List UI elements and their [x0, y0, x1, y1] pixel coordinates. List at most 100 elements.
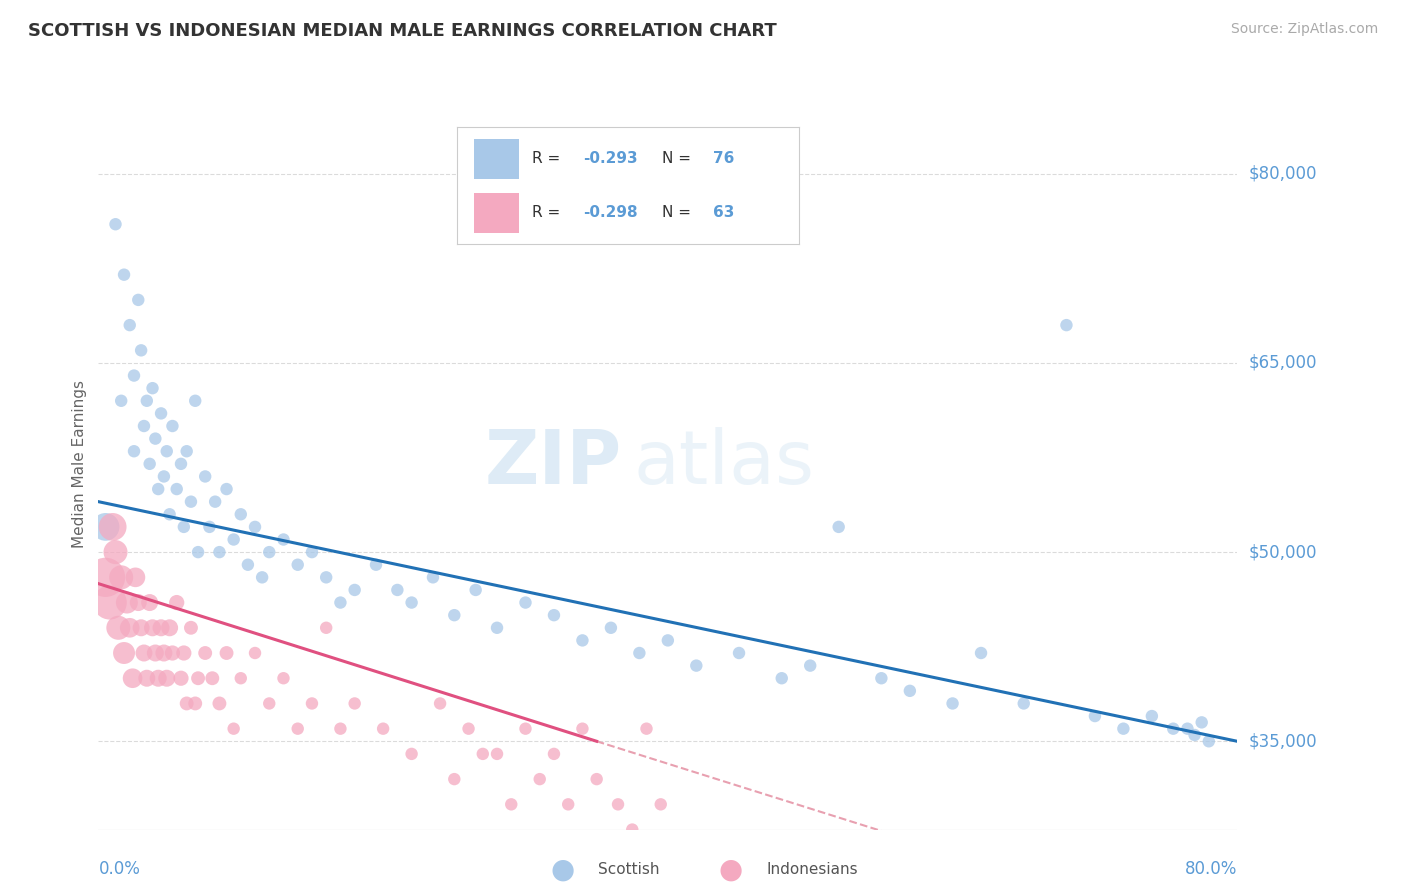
Point — [543, 747, 565, 761]
Point — [243, 520, 266, 534]
Point — [250, 570, 273, 584]
Point — [401, 747, 423, 761]
Point — [571, 633, 593, 648]
Point — [122, 368, 145, 383]
Point — [194, 469, 217, 483]
Point — [287, 558, 309, 572]
Point — [101, 520, 124, 534]
Point — [204, 494, 226, 508]
Point — [201, 671, 224, 685]
Point — [180, 494, 202, 508]
Point — [166, 482, 188, 496]
Point — [176, 444, 198, 458]
Y-axis label: Median Male Earnings: Median Male Earnings — [72, 380, 87, 548]
Point — [636, 722, 658, 736]
Point — [1184, 728, 1206, 742]
Point — [329, 596, 352, 610]
Text: ZIP: ZIP — [485, 427, 623, 500]
Point — [135, 393, 157, 408]
Point — [170, 671, 193, 685]
Point — [1140, 709, 1163, 723]
Text: 0.0%: 0.0% — [98, 860, 141, 878]
Point — [135, 671, 157, 685]
Point — [104, 545, 127, 559]
Point — [486, 747, 509, 761]
Point — [162, 419, 184, 434]
Point — [98, 596, 121, 610]
Point — [118, 318, 141, 332]
Point — [148, 671, 170, 685]
Point — [387, 582, 409, 597]
Point — [138, 457, 160, 471]
Point — [343, 697, 366, 711]
Text: $35,000: $35,000 — [1249, 732, 1317, 750]
Point — [145, 646, 167, 660]
Point — [486, 621, 509, 635]
Text: atlas: atlas — [634, 427, 814, 500]
Point — [184, 697, 207, 711]
Point — [141, 621, 163, 635]
Point — [315, 621, 337, 635]
Point — [464, 582, 486, 597]
Point — [501, 797, 523, 812]
Point — [373, 722, 395, 736]
Point — [122, 444, 145, 458]
Point — [222, 533, 245, 547]
Point — [187, 671, 209, 685]
Point — [657, 633, 679, 648]
Text: ●: ● — [550, 855, 575, 884]
Point — [112, 268, 135, 282]
Point — [621, 822, 644, 837]
Point — [198, 520, 221, 534]
Point — [600, 621, 623, 635]
Point — [118, 621, 141, 635]
Point — [194, 646, 217, 660]
Point — [422, 570, 444, 584]
Point — [287, 722, 309, 736]
Point — [429, 697, 451, 711]
Point — [1012, 697, 1035, 711]
Point — [138, 596, 160, 610]
Point — [166, 596, 188, 610]
Point — [170, 457, 193, 471]
Point — [107, 621, 129, 635]
Point — [315, 570, 337, 584]
Point — [1191, 715, 1213, 730]
Point — [150, 621, 173, 635]
Text: Indonesians: Indonesians — [766, 863, 858, 877]
Point — [141, 381, 163, 395]
Point — [222, 722, 245, 736]
Point — [770, 671, 793, 685]
Point — [259, 545, 281, 559]
Point — [401, 596, 423, 610]
Point — [187, 545, 209, 559]
Point — [229, 671, 252, 685]
Point — [273, 671, 295, 685]
Point — [215, 482, 238, 496]
Point — [124, 570, 146, 584]
Point — [215, 646, 238, 660]
Point — [273, 533, 295, 547]
Point — [159, 508, 181, 522]
Point — [110, 393, 132, 408]
Point — [343, 582, 366, 597]
Point — [1161, 722, 1184, 736]
Point — [127, 596, 149, 610]
Point — [515, 596, 537, 610]
Point — [301, 545, 323, 559]
Text: $80,000: $80,000 — [1249, 165, 1317, 183]
Point — [515, 722, 537, 736]
Point — [94, 570, 117, 584]
Point — [112, 646, 135, 660]
Point — [110, 570, 132, 584]
Point — [799, 658, 821, 673]
Point — [828, 520, 851, 534]
Point — [870, 671, 893, 685]
Point — [115, 596, 138, 610]
Point — [229, 508, 252, 522]
Point — [208, 545, 231, 559]
Point — [543, 608, 565, 623]
Point — [364, 558, 387, 572]
Point — [153, 646, 176, 660]
Point — [1177, 722, 1199, 736]
